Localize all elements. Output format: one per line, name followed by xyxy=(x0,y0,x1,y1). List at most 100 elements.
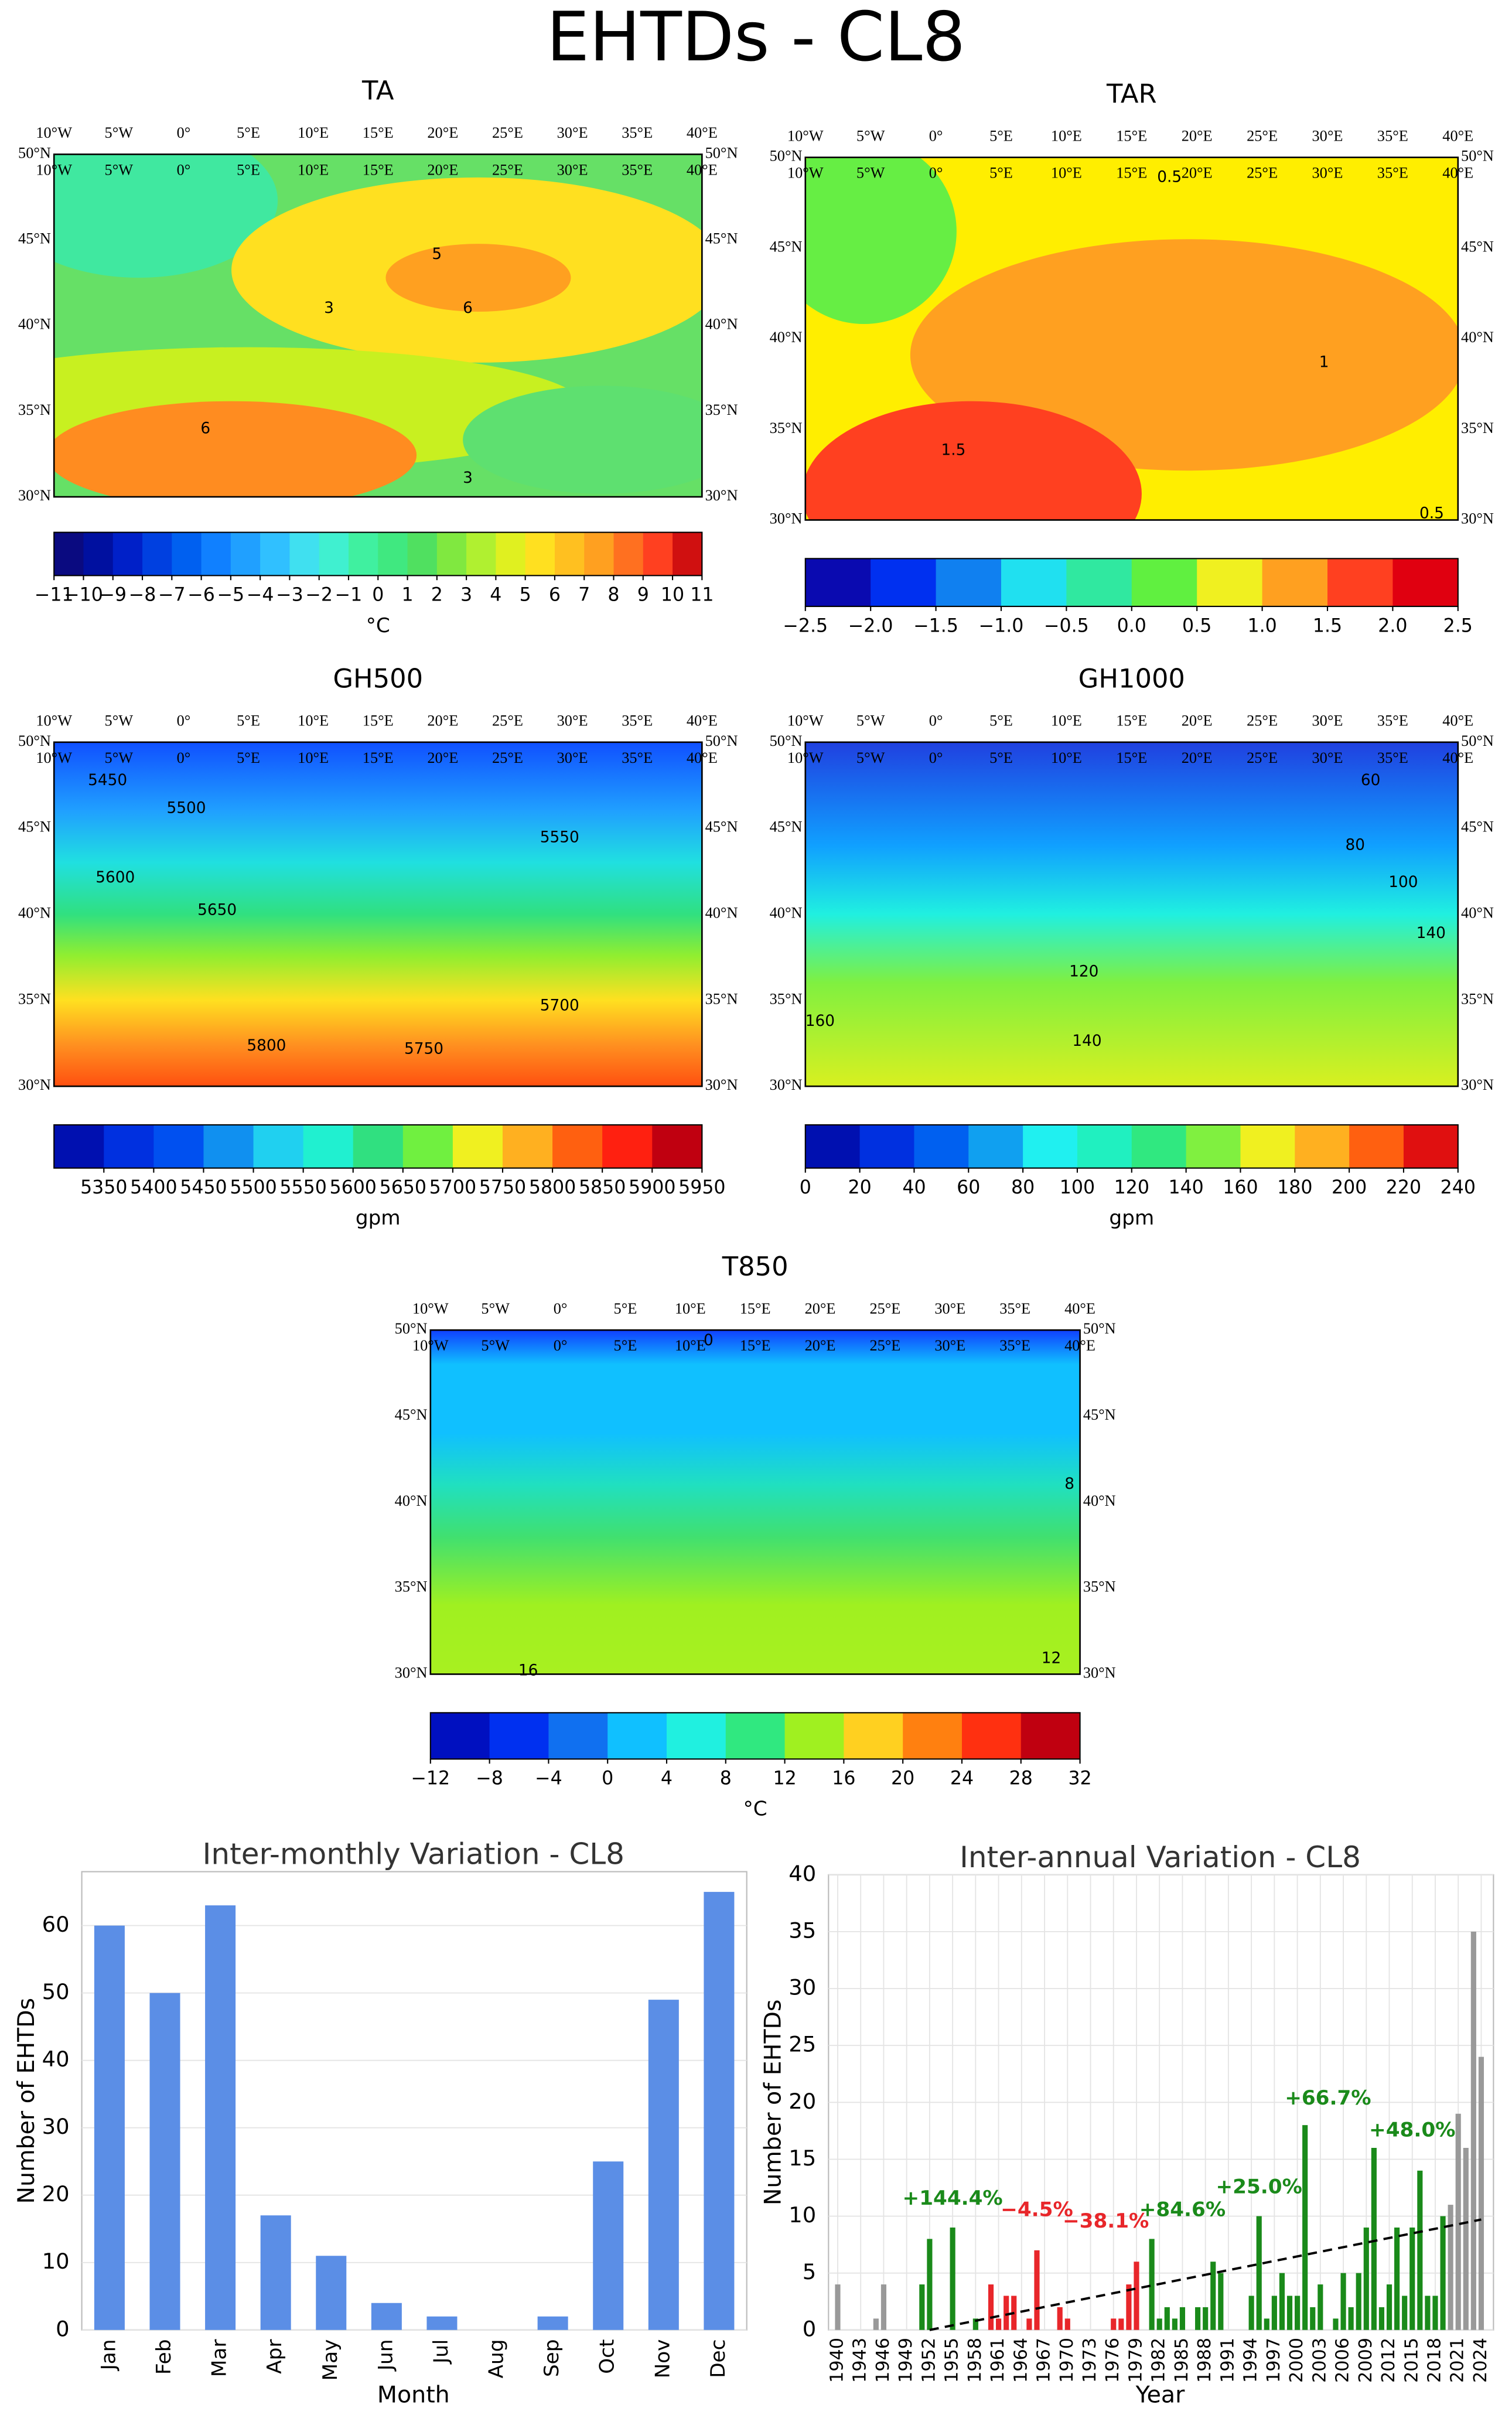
map-frame xyxy=(53,154,703,498)
lon-label: 25°E xyxy=(492,749,523,766)
lat-label: 45°N xyxy=(1461,238,1494,255)
y-axis-label: Number of EHTDs xyxy=(760,1999,787,2205)
colorbar-cell xyxy=(489,1713,549,1759)
colorbar-cell xyxy=(172,532,202,576)
colorbar-cell xyxy=(784,1713,845,1759)
lat-label: 30°N xyxy=(1461,1076,1494,1093)
colorbar-cell xyxy=(805,1124,861,1168)
lon-label: 20°E xyxy=(805,1337,836,1354)
lon-label: 20°E xyxy=(427,124,458,141)
colorbar-tick-label: 5600 xyxy=(330,1177,377,1198)
colorbar-tick-label: 12 xyxy=(773,1768,796,1789)
map-title: TAR xyxy=(1106,78,1157,109)
lon-label: 20°E xyxy=(1182,749,1213,766)
colorbar-tick-label: 11 xyxy=(690,585,714,606)
colorbar-tick-label: 1 xyxy=(401,585,413,606)
bar xyxy=(996,2318,1002,2330)
y-tick-label: 10 xyxy=(789,2202,816,2228)
lon-label: 10°E xyxy=(1051,712,1082,729)
x-tick-label: 2021 xyxy=(1448,2338,1468,2383)
contour-label: 5450 xyxy=(88,772,127,789)
lat-label: 35°N xyxy=(770,419,803,436)
bar xyxy=(919,2284,925,2330)
x-tick-label: Oct xyxy=(596,2339,619,2374)
map-field xyxy=(805,742,1458,1087)
lon-label: 10°W xyxy=(412,1300,449,1317)
colorbar-tick-label: −10 xyxy=(64,585,103,606)
bar xyxy=(1425,2296,1431,2330)
bar xyxy=(1118,2318,1124,2330)
lat-label: 35°N xyxy=(705,401,738,418)
y-tick-label: 40 xyxy=(789,1861,816,1886)
colorbar-cell xyxy=(805,558,871,607)
map-title: TA xyxy=(361,75,394,106)
colorbar-tick-label: 16 xyxy=(832,1768,855,1789)
x-tick-label: 1955 xyxy=(942,2338,963,2383)
figure-title: EHTDs - CL8 xyxy=(547,0,965,77)
bar xyxy=(1210,2262,1216,2330)
colorbar-tick-label: 0 xyxy=(602,1768,613,1789)
colorbar-tick-label: −4 xyxy=(535,1768,562,1789)
bar xyxy=(1264,2318,1269,2330)
x-tick-label: 1949 xyxy=(896,2338,916,2383)
bar xyxy=(988,2284,994,2330)
lat-label: 30°N xyxy=(705,487,738,504)
colorbar-tick-label: −6 xyxy=(187,585,215,606)
lon-label: 15°E xyxy=(740,1337,771,1354)
colorbar-cell xyxy=(452,1124,503,1168)
bar xyxy=(1111,2318,1117,2330)
lon-label: 25°E xyxy=(1247,165,1278,182)
colorbar-tick-label: 0.5 xyxy=(1182,615,1211,636)
lon-label: 30°E xyxy=(1312,749,1343,766)
bar xyxy=(704,1892,735,2330)
x-tick-label: Sep xyxy=(540,2339,564,2377)
colorbar-cell xyxy=(54,1124,105,1168)
colorbar-unit: °C xyxy=(366,614,390,637)
bar xyxy=(593,2161,624,2330)
colorbar-tick-label: 5400 xyxy=(130,1177,177,1198)
x-axis-label: Year xyxy=(1135,2382,1185,2409)
colorbar-tick-label: 5550 xyxy=(279,1177,326,1198)
lat-label: 50°N xyxy=(1461,148,1494,165)
colorbar-cell xyxy=(466,532,497,576)
lon-label: 25°E xyxy=(869,1337,900,1354)
x-tick-label: 1958 xyxy=(965,2338,985,2383)
map-title: GH500 xyxy=(333,663,423,694)
colorbar-cell xyxy=(652,1124,703,1168)
x-tick-label: 1994 xyxy=(1241,2338,1261,2383)
x-tick-label: Aug xyxy=(485,2339,508,2379)
colorbar-tick-label: 8 xyxy=(720,1768,732,1789)
x-tick-label: 1979 xyxy=(1125,2338,1146,2383)
map-frame xyxy=(53,741,703,1087)
colorbar-cell xyxy=(1131,1124,1187,1168)
lon-label: 35°E xyxy=(1377,749,1408,766)
bar xyxy=(1172,2318,1177,2330)
colorbar-tick-label: 1.5 xyxy=(1313,615,1342,636)
lat-label: 40°N xyxy=(395,1492,428,1509)
lon-label: 10°W xyxy=(412,1337,449,1354)
lon-label: 10°W xyxy=(787,712,824,729)
lat-label: 50°N xyxy=(705,144,738,161)
lon-label: 35°E xyxy=(999,1337,1030,1354)
bar xyxy=(648,2000,679,2330)
colorbar-frame xyxy=(429,1712,1081,1760)
lon-label: 30°E xyxy=(557,124,588,141)
lat-label: 50°N xyxy=(705,732,738,749)
plot-area xyxy=(81,1871,748,2331)
lat-label: 50°N xyxy=(395,1320,428,1337)
y-tick-label: 30 xyxy=(42,2114,70,2139)
colorbar-cell xyxy=(83,532,114,576)
lon-label: 10°E xyxy=(298,161,329,178)
x-tick-label: 1943 xyxy=(850,2338,871,2383)
bar xyxy=(1340,2273,1346,2330)
bar xyxy=(1409,2227,1415,2330)
lon-label: 5°E xyxy=(237,124,260,141)
colorbar-cell xyxy=(1349,1124,1404,1168)
lat-label: 35°N xyxy=(1461,419,1494,436)
colorbar-unit: gpm xyxy=(356,1206,401,1230)
y-tick-label: 50 xyxy=(42,1979,70,2004)
colorbar-tick-label: −9 xyxy=(99,585,127,606)
lon-label: 5°W xyxy=(856,127,885,144)
colorbar-cell xyxy=(871,558,937,607)
lon-label: 35°E xyxy=(999,1300,1030,1317)
